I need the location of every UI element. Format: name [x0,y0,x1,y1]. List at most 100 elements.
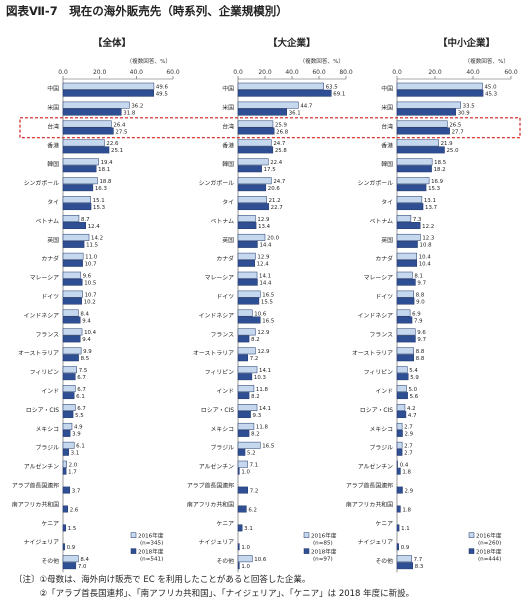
bar-large-2016-9 [237,252,256,260]
category-label-sme-5: シンガポール [358,179,393,187]
xtick-label-sme-3: 60.0 [504,69,518,76]
category-label-sme-23: ケニア [375,520,393,527]
bar-large-2016-18 [237,422,255,430]
footnotes: 〔注〕①母数は、海外向け販売で EC を利用したことがあると回答した企業。 ②「… [14,573,414,601]
data-label-overall-2018-19: 3.1 [71,451,80,457]
category-label-overall-8: 英国 [47,236,59,244]
bar-large-2016-12 [237,309,253,317]
data-label-large-2018-2: 26.8 [276,129,289,135]
bar-large-2018-12 [237,316,261,324]
data-label-large-2018-10: 14.4 [259,281,272,287]
bar-sme-2018-18 [396,429,403,437]
bar-overall-2016-15 [62,366,77,374]
bar-overall-2018-1 [62,108,122,116]
data-label-sme-2016-18: 2.7 [404,425,413,431]
category-label-overall-1: 米国 [47,104,59,112]
data-label-sme-2016-25: 7.7 [414,557,423,563]
bar-sme-2018-4 [396,165,432,173]
bar-overall-2018-5 [62,184,94,192]
category-label-overall-25: その他 [41,557,59,565]
data-label-overall-2018-23: 1.5 [68,526,77,532]
category-label-overall-17: ロシア・CIS [26,407,59,414]
category-label-sme-18: メキシコ [369,426,393,433]
legend-swatch-2018-large [303,548,310,554]
xtick-label-large-3: 60.0 [312,69,326,76]
bar-overall-2018-19 [62,448,69,456]
data-label-large-2016-8: 20.0 [267,236,280,242]
bar-large-2018-20 [237,467,240,475]
category-label-large-19: ブラジル [211,444,235,452]
category-label-sme-14: オーストラリア [352,350,393,357]
category-label-overall-6: タイ [47,198,59,206]
bar-sme-2018-13 [396,335,416,343]
bar-overall-2016-2 [62,120,112,128]
data-label-overall-2018-13: 9.4 [82,337,91,343]
legend-swatch-2016-sme [468,532,475,538]
bar-large-2016-15 [237,366,258,374]
category-label-overall-9: カナダ [41,255,59,263]
bar-large-2016-1 [237,101,299,109]
data-label-sme-2016-10: 8.1 [414,274,423,280]
bar-sme-2016-9 [396,252,418,260]
data-label-sme-2016-12: 6.9 [412,311,421,317]
bar-large-2018-18 [237,429,250,437]
data-label-sme-2018-11: 9.0 [416,299,425,305]
bar-sme-2018-20 [396,467,401,475]
legend-swatch-2018-sme [468,548,475,554]
bar-sme-2018-14 [396,354,414,362]
legend-label-2016-overall: 2016年度 [138,531,164,539]
legend-label-2018-sme: 2018年度 [476,547,502,555]
data-label-overall-2018-16: 6.1 [76,394,85,400]
bar-sme-2016-14 [396,347,414,355]
category-label-large-0: 中国 [222,85,234,93]
bar-overall-2018-18 [62,429,71,437]
data-label-sme-2018-25: 8.3 [415,564,424,570]
data-label-sme-2018-5: 15.3 [428,186,440,192]
data-label-sme-2016-11: 8.8 [416,292,425,298]
data-label-sme-2018-19: 2.7 [404,451,413,457]
bar-overall-2018-15 [62,373,76,381]
xtick-label-overall-3: 60.0 [166,69,180,76]
data-label-overall-2016-0: 49.6 [156,85,169,91]
bar-sme-2016-19 [396,441,403,449]
data-label-overall-2018-21: 3.7 [72,488,81,494]
data-label-sme-2018-22: 1.8 [402,507,411,513]
bar-overall-2016-11 [62,290,83,298]
bar-large-2018-8 [237,240,258,248]
data-label-overall-2016-10: 9.6 [83,274,92,280]
data-label-sme-2018-20: 1.8 [402,470,411,476]
bar-large-2018-0 [237,89,332,97]
data-label-overall-2016-2: 26.4 [113,122,126,128]
category-label-overall-16: インド [41,389,59,395]
data-label-sme-2016-17: 4.2 [407,406,416,412]
bar-overall-2018-21 [62,486,71,494]
bar-sme-2018-5 [396,184,427,192]
chart-panel-overall: 【全体】 （複数回答、%） 0.0 20.0 40.0 60.0 中国 49.649.5 米国 3… [12,37,180,573]
data-label-large-2018-11: 15.5 [261,299,273,305]
footnote-2: ②「アラブ首長国連邦」、「南アフリカ共和国」、「ナイジェリア」、「ケニア」は 2… [14,589,415,599]
data-label-overall-2018-12: 9.4 [82,318,91,324]
category-label-overall-4: 韓国 [47,160,59,168]
category-label-sme-13: フランス [370,331,394,338]
category-label-overall-7: ベトナム [36,218,59,225]
data-label-sme-2018-15: 5.9 [410,375,419,381]
category-label-sme-3: 香港 [381,141,393,149]
data-label-sme-2018-0: 45.3 [485,92,497,98]
bar-large-2018-19 [237,448,246,456]
bar-overall-2018-2 [62,127,114,135]
data-label-overall-2016-5: 18.8 [99,179,112,185]
legend-swatch-2016-large [303,532,310,538]
bar-overall-2018-20 [62,467,67,475]
bar-overall-2016-25 [62,555,79,563]
category-label-sme-15: フィリピン [364,369,393,376]
category-label-overall-11: ドイツ [41,295,59,301]
category-label-sme-21: アラブ首長国連邦 [346,482,393,490]
data-label-overall-2016-15: 7.5 [79,368,88,374]
bar-overall-2018-3 [62,146,110,154]
data-label-sme-2016-15: 5.4 [409,368,418,374]
category-label-overall-21: アラブ首長国連邦 [12,482,59,490]
bar-overall-2016-4 [62,158,99,166]
category-label-large-14: オーストラリア [193,350,234,357]
legend-label-2018-overall: 2018年度 [138,547,164,555]
bar-large-2018-15 [237,373,253,381]
